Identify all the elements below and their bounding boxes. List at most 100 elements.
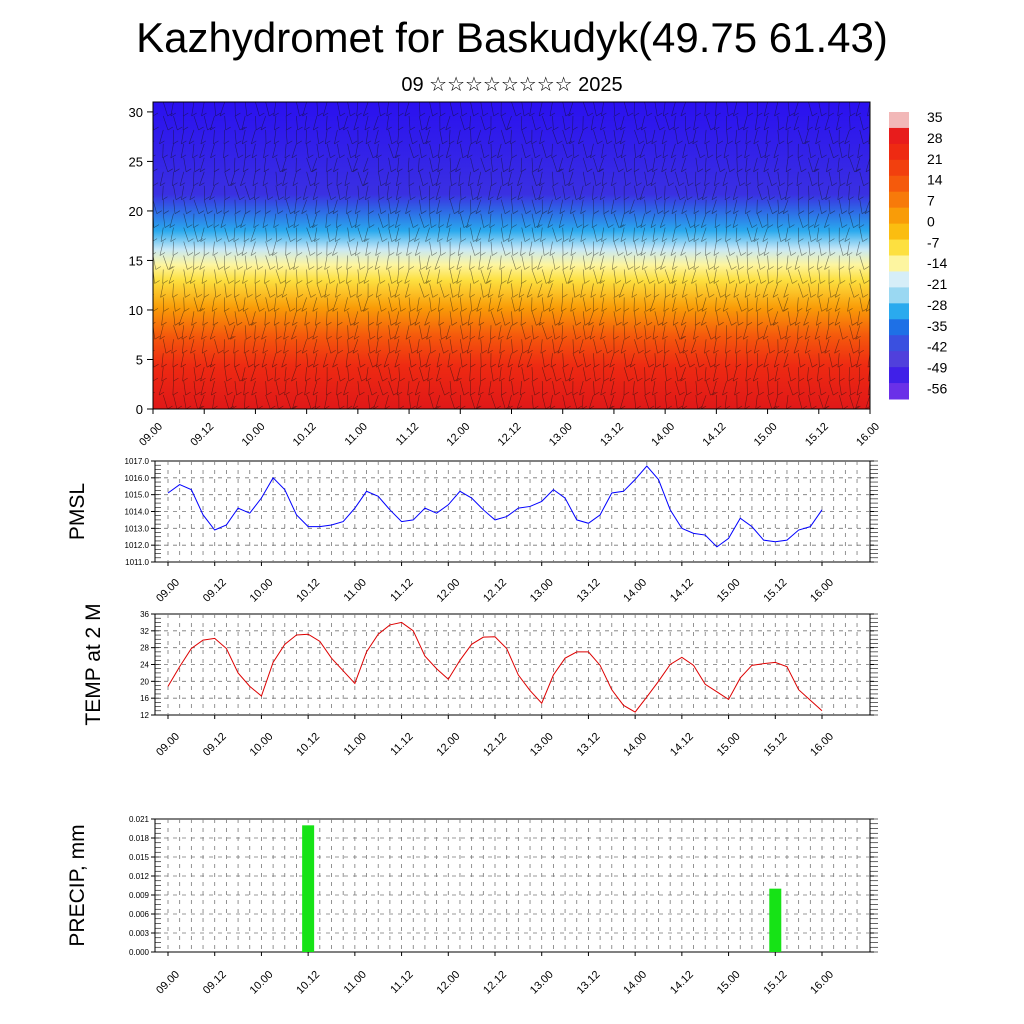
ytick-label: 16 [140,694,149,703]
colorbar: 35 28 21 14 7 0 -7 -14 -21 -28 -35 -42 -49 -56 [889,109,947,400]
ytick-label: 0.015 [129,853,150,862]
colorbar-label: -7 [927,234,940,250]
colorbar-swatch [889,255,909,272]
heatmap-xtick-label: 14.00 [649,421,677,449]
heatmap-xtick-label: 16.00 [854,421,882,449]
xtick-label: 12.12 [481,969,509,997]
xtick-label: 09.12 [201,969,229,997]
xtick-label: 16.00 [808,731,836,759]
ytick-label: 0.003 [129,929,150,938]
xtick-label: 13.12 [575,969,603,997]
ytick-label: 1014.0 [125,508,150,517]
xtick-label: 13.00 [528,731,556,759]
xtick-label: 15.12 [761,969,789,997]
xtick-label: 12.00 [434,731,462,759]
ytick-label: 1016.0 [125,474,150,483]
xtick-label: 10.00 [248,969,276,997]
heatmap-ytick-label: 5 [136,352,143,367]
ytick-label: 0.000 [129,948,150,957]
colorbar-label: -28 [927,297,947,313]
colorbar-label: -21 [927,276,947,292]
colorbar-swatch [889,159,909,177]
xtick-label: 15.12 [761,731,789,759]
heatmap-ytick-label: 20 [129,204,143,219]
xtick-label: 13.12 [575,577,603,605]
colorbar-swatch [889,367,909,384]
colorbar-label: -35 [927,318,947,334]
colorbar-label: 0 [927,213,935,229]
panel-frame [154,613,871,716]
colorbar-swatch [889,271,909,288]
colorbar-swatch [889,191,909,209]
heatmap-ytick-label: 10 [129,303,143,318]
xtick-label: 15.12 [761,577,789,605]
heatmap-ytick-label: 0 [136,402,143,417]
xtick-label: 14.12 [668,731,696,759]
heatmap-xtick-label: 09.12 [188,421,216,449]
heatmap-ytick-label: 30 [129,105,143,120]
precip-panel: 0.000 0.003 0.006 0.009 0.012 0.015 0.018 0.021… [66,815,878,997]
precip-bar [769,888,782,952]
heatmap-xtick-label: 10.12 [291,421,319,449]
colorbar-label: -42 [927,339,947,355]
heatmap-xtick-label: 09.00 [137,421,165,449]
colorbar-label: -49 [927,360,947,376]
ytick-label: 24 [140,661,149,670]
colorbar-swatch [889,351,909,368]
xtick-label: 09.12 [201,577,229,605]
xtick-label: 14.12 [668,577,696,605]
xtick-label: 13.12 [575,731,603,759]
colorbar-swatch [889,143,909,161]
pmsl-panel: 1011.0 1012.0 1013.0 1014.0 1015.0 1016.0 1017… [66,457,878,605]
xtick-label: 16.00 [808,577,836,605]
heatmap-xtick-label: 11.12 [394,421,421,448]
xtick-label: 12.12 [481,731,509,759]
xtick-label: 11.00 [342,577,369,604]
ytick-label: 1013.0 [125,524,150,533]
colorbar-swatch [889,303,909,320]
ytick-label: 20 [140,677,149,686]
heatmap-ytick-label: 25 [129,154,143,169]
colorbar-label: -56 [927,380,947,396]
wind-barbs [153,102,870,409]
heatmap-xtick-label: 12.12 [496,421,524,449]
xtick-label: 15.00 [715,577,743,605]
temp-panel: 12 16 20 24 28 32 36 09.00 09.12 10.00 10.12 11.00 1… [82,603,878,759]
xtick-label: 09.12 [201,731,229,759]
colorbar-label: 21 [927,151,943,167]
ytick-label: 1012.0 [125,541,150,550]
xtick-label: 12.12 [481,577,509,605]
xtick-label: 11.12 [388,731,415,758]
colorbar-swatch [889,127,909,145]
ytick-label: 1015.0 [125,491,150,500]
colorbar-swatch [889,175,909,193]
precip-bar [302,825,315,952]
ytick-label: 0.009 [129,891,150,900]
colorbar-swatch [889,239,909,256]
xtick-label: 10.00 [248,731,276,759]
ytick-label: 36 [140,610,149,619]
xtick-label: 09.00 [154,577,182,605]
ytick-label: 0.021 [129,815,150,824]
chart-subtitle: 09 ☆☆☆☆☆☆☆☆ 2025 [401,74,623,96]
axis-ylabel: TEMP at 2 M [82,603,105,725]
ytick-label: 1011.0 [125,558,149,567]
xtick-label: 12.00 [434,577,462,605]
xtick-label: 11.12 [388,577,415,604]
heatmap-xtick-label: 11.00 [343,421,370,448]
xtick-label: 13.00 [528,969,556,997]
colorbar-swatch [889,335,909,352]
colorbar-label: 7 [927,193,935,209]
heatmap-xtick-label: 12.00 [444,421,472,449]
xtick-label: 10.00 [248,577,276,605]
colorbar-swatch [889,207,909,225]
xtick-label: 10.12 [294,577,322,605]
colorbar-swatch [889,383,909,400]
xtick-label: 15.00 [715,969,743,997]
xtick-label: 10.12 [294,969,322,997]
xtick-label: 13.00 [528,577,556,605]
colorbar-label: 28 [927,130,943,146]
ytick-label: 12 [140,711,149,720]
ytick-label: 1017.0 [125,457,150,466]
